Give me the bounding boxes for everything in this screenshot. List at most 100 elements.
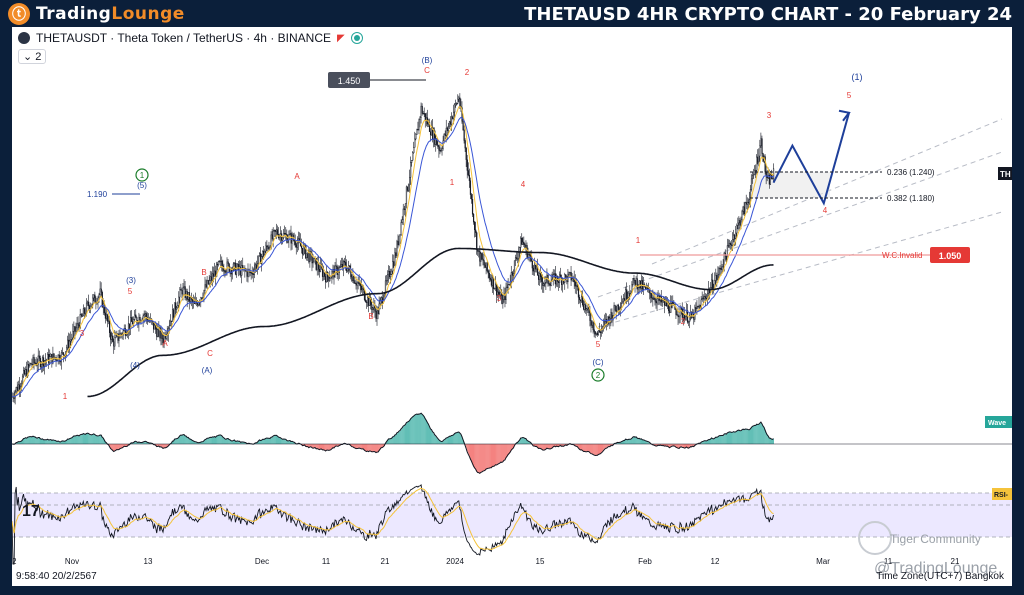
wave-bar [148,442,149,444]
wave-bar [446,437,448,444]
wave-bar [353,444,355,448]
wave-bar [444,439,446,444]
wave-bar [488,444,490,469]
candle [180,289,182,291]
candle [97,297,99,303]
wave-bar [670,444,672,447]
wave-bar [27,437,29,444]
x-axis-tick: 12 [711,557,720,566]
candle [380,297,382,301]
candle [115,334,117,338]
wave-bar [507,444,509,455]
wave-bar [367,444,369,452]
symbol-bar[interactable]: THETAUSDT · Theta Token / TetherUS · 4h … [18,31,363,45]
candle [733,234,735,240]
wave-bar [611,444,613,446]
wave-bar [721,435,723,444]
price-chart[interactable]: 1.450 1.190 0.236 (1.240) 0.382 (1.180) … [12,27,1012,586]
wave-bar [203,440,205,444]
candle [265,245,267,252]
wave-bar [742,429,744,444]
wave-bar [643,439,644,444]
candle [205,284,207,288]
candle [585,304,587,311]
brand-part2: Lounge [111,4,185,24]
wave-bar [744,429,746,444]
wave-bar [479,444,481,474]
candle [41,357,44,365]
wave-bar [284,439,286,444]
candle [533,264,536,272]
candle [42,357,45,367]
candle [372,307,374,311]
wave-bar [320,444,321,450]
candle [40,364,43,368]
candle [262,250,264,257]
candle [732,239,734,246]
candle [411,160,413,163]
wave-bar [671,444,673,447]
candle [313,257,315,263]
wave-bar [319,444,320,450]
wave-1-circle-label: 1 [140,171,145,180]
wave-bar [52,439,54,444]
wave-bar [519,439,521,444]
candle [290,233,292,244]
wave-bar [293,442,295,444]
candle [197,302,199,306]
wave-bar [691,444,693,447]
last-price-tag-text: TH [1000,170,1011,179]
wave-bar [727,432,728,444]
candle [476,232,478,250]
market-status-icon[interactable] [350,32,363,44]
wave-1-right-label: 1 [636,236,641,245]
wave-bar [49,439,51,444]
timezone[interactable]: Time Zone(UTC+7) Bangkok [876,571,1004,582]
wave-bar [461,436,463,444]
wave-bar [437,438,439,444]
candle [617,304,619,310]
wave-bar [40,438,41,444]
candle [168,325,171,329]
wave-bar [428,424,429,444]
candle [637,287,639,290]
wave-bar [182,434,184,444]
wave-bar [424,418,426,444]
candle [445,127,447,136]
wave-bar [100,435,102,444]
wave-bar [78,435,80,444]
wave-bar [219,434,221,444]
wave-bar [224,438,226,444]
candle [31,363,33,366]
candle [568,272,570,275]
wave-bar [38,437,40,444]
wave-bar [122,444,124,448]
wave-bar [109,444,111,447]
candle [522,241,524,245]
wave-bar [562,444,564,447]
wave-bar [26,438,28,444]
wave-bar [230,440,232,444]
wave-bar [175,438,177,444]
chart-area[interactable]: 1.450 1.190 0.236 (1.240) 0.382 (1.180) … [12,27,1012,586]
wave-4-mid-label: 4 [521,180,526,189]
candle [221,260,223,266]
wave-bar [271,436,273,444]
flag-icon[interactable]: ◤ [337,32,345,44]
wave-bar [238,441,240,444]
wave-bar [358,444,360,449]
candle [439,150,441,152]
candle [491,277,494,286]
candle [284,233,286,235]
candle [711,279,713,288]
candle [634,280,636,286]
indicators-toggle[interactable]: ⌄ 2 [18,49,47,64]
candle [232,263,234,271]
chevron-down-icon: ⌄ [23,51,33,63]
wave-bar [89,434,91,444]
candle [428,122,431,132]
wave-bar [337,444,339,447]
candle [489,277,491,280]
candle [485,262,487,268]
wave-bar [352,444,354,447]
